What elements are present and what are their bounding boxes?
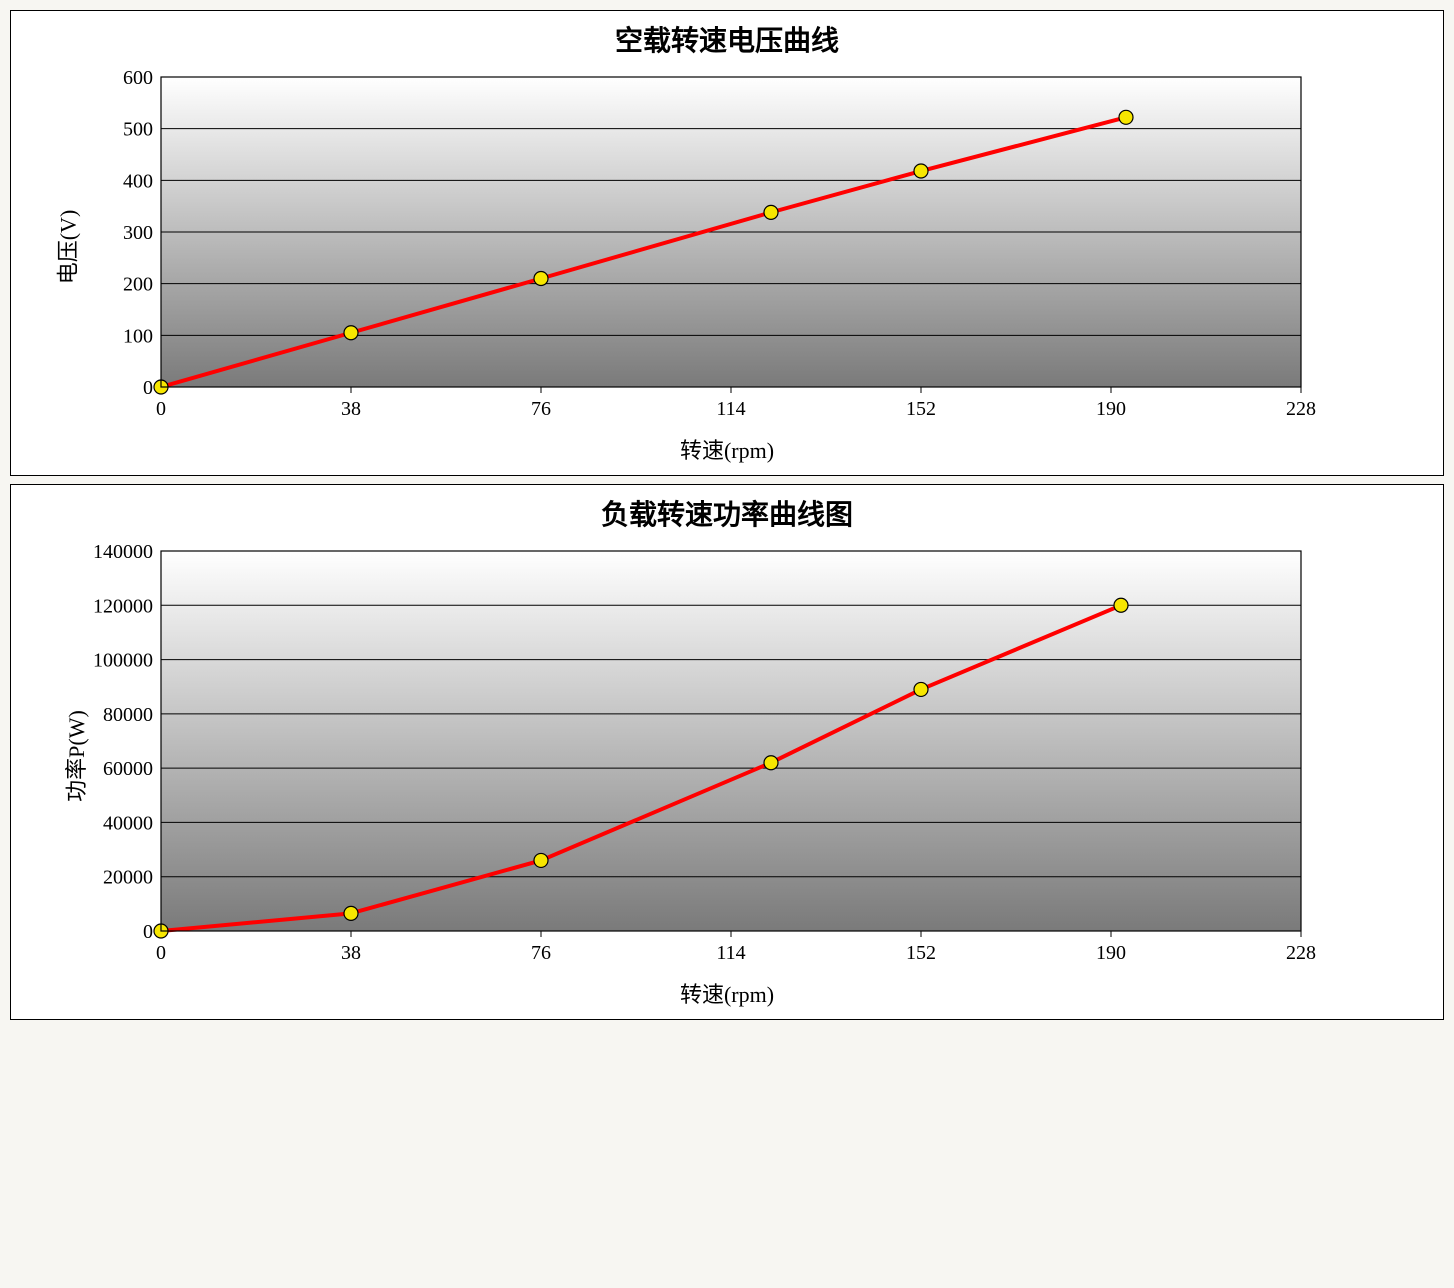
ytick-label: 0 bbox=[143, 921, 153, 943]
chart-wrap: 电压(V) 0 100 200 300 400 500 600 0 38 76 114 152 190 2… bbox=[21, 67, 1433, 427]
ytick-label: 20000 bbox=[103, 867, 153, 889]
ytick-label: 100 bbox=[123, 325, 153, 347]
data-marker bbox=[534, 272, 548, 286]
xtick-label: 228 bbox=[1286, 398, 1316, 420]
ytick-label: 0 bbox=[143, 377, 153, 399]
chart-svg: 0 20000 40000 60000 80000 100000 120000 140000 0… bbox=[51, 541, 1331, 971]
data-marker bbox=[764, 205, 778, 219]
ytick-label: 140000 bbox=[93, 541, 153, 563]
xlabel: 转速(rpm) bbox=[21, 433, 1433, 465]
data-marker bbox=[1119, 110, 1133, 124]
ytick-label: 60000 bbox=[103, 758, 153, 780]
data-marker bbox=[914, 682, 928, 696]
ytick-label: 80000 bbox=[103, 704, 153, 726]
xtick-label: 0 bbox=[156, 398, 166, 420]
ylabel: 电压(V) bbox=[50, 210, 82, 285]
chart-title: 负载转速功率曲线图 bbox=[21, 493, 1433, 533]
data-marker bbox=[534, 853, 548, 867]
plot-area bbox=[161, 551, 1301, 931]
voltage-chart-panel: 空载转速电压曲线电压(V) 0 100 200 300 400 500 600 0 38 76 11… bbox=[10, 10, 1444, 476]
xtick-label: 190 bbox=[1096, 942, 1126, 964]
power-chart-panel: 负载转速功率曲线图功率P(W) 0 20000 40000 60000 80000 100… bbox=[10, 484, 1444, 1020]
data-marker bbox=[344, 906, 358, 920]
xtick-label: 114 bbox=[716, 398, 745, 420]
ytick-label: 40000 bbox=[103, 812, 153, 834]
chart-wrap: 功率P(W) 0 20000 40000 60000 80000 100000 120000… bbox=[21, 541, 1433, 971]
xtick-label: 152 bbox=[906, 942, 936, 964]
xtick-label: 190 bbox=[1096, 398, 1126, 420]
ytick-label: 100000 bbox=[93, 650, 153, 672]
ytick-label: 120000 bbox=[93, 595, 153, 617]
xtick-label: 152 bbox=[906, 398, 936, 420]
ytick-label: 400 bbox=[123, 170, 153, 192]
data-marker bbox=[764, 756, 778, 770]
ytick-label: 500 bbox=[123, 119, 153, 141]
data-marker bbox=[914, 164, 928, 178]
data-marker bbox=[344, 326, 358, 340]
chart-svg: 0 100 200 300 400 500 600 0 38 76 114 152 190 228 bbox=[51, 67, 1331, 427]
xtick-label: 114 bbox=[716, 942, 745, 964]
data-marker bbox=[1114, 598, 1128, 612]
xtick-label: 38 bbox=[341, 398, 361, 420]
xtick-label: 76 bbox=[531, 942, 551, 964]
chart-title: 空载转速电压曲线 bbox=[21, 19, 1433, 59]
ytick-label: 600 bbox=[123, 67, 153, 89]
xlabel: 转速(rpm) bbox=[21, 977, 1433, 1009]
xtick-label: 38 bbox=[341, 942, 361, 964]
ytick-label: 300 bbox=[123, 222, 153, 244]
ytick-label: 200 bbox=[123, 274, 153, 296]
xtick-label: 0 bbox=[156, 942, 166, 964]
charts-container: 空载转速电压曲线电压(V) 0 100 200 300 400 500 600 0 38 76 11… bbox=[10, 10, 1444, 1020]
xtick-label: 228 bbox=[1286, 942, 1316, 964]
xtick-label: 76 bbox=[531, 398, 551, 420]
ylabel: 功率P(W) bbox=[59, 710, 91, 802]
